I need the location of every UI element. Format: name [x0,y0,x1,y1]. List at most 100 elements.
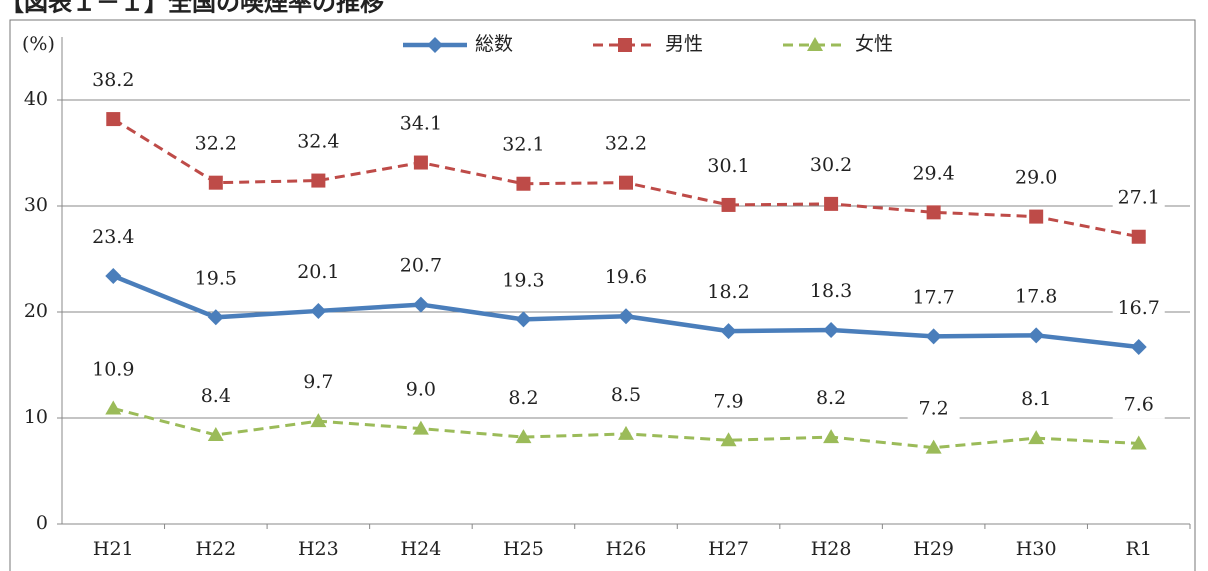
data-label-bg [1010,387,1063,414]
data-label: 29.0 [1015,167,1057,189]
data-label: 8.4 [201,385,231,407]
y-axis-label: (%) [22,33,55,55]
data-label-bg [394,111,447,138]
y-tick-label: 30 [24,194,48,216]
point [925,328,942,345]
point [618,308,634,325]
point [926,205,941,220]
data-label: 32.4 [297,131,339,153]
x-tick-label: H30 [1016,538,1057,560]
y-tick-label: 40 [24,88,48,110]
point [412,296,429,313]
data-label: 7.6 [1124,393,1154,415]
data-label: 23.4 [92,226,134,248]
data-label: 8.1 [1021,388,1051,410]
data-label-bg [292,129,345,156]
data-label: 19.5 [195,267,237,289]
point [105,267,122,284]
point [824,196,839,211]
point [105,400,122,415]
legend-marker [427,37,443,53]
x-tick-label: H27 [708,538,749,560]
data-label: 17.7 [912,286,954,308]
point [311,173,326,188]
data-label: 32.1 [502,134,544,156]
point [412,420,429,435]
y-tick-label: 20 [24,300,48,322]
data-label: 8.2 [508,387,538,409]
data-label: 7.9 [713,390,743,412]
data-label-bg [1010,284,1063,311]
data-label: 30.2 [810,154,852,176]
point [1028,327,1045,344]
data-label-bg [907,285,960,312]
x-tick-label: H26 [606,538,647,560]
data-label-bg [189,131,242,158]
data-label-bg [497,386,550,413]
point [515,429,532,444]
data-label: 27.1 [1118,187,1160,209]
point [1130,435,1147,450]
point [310,413,327,428]
data-label: 9.7 [303,371,333,393]
data-label: 8.5 [611,384,641,406]
point [619,175,633,190]
data-label-bg [702,153,755,180]
point [618,425,634,440]
point [720,432,737,447]
y-tick-label: 10 [24,406,48,428]
point [720,323,737,340]
data-label-bg [1112,392,1165,419]
data-label: 20.7 [400,255,442,277]
point [207,426,224,441]
data-label-bg [907,161,960,188]
data-label-bg [1010,165,1063,192]
legend-label: 総数 [475,33,513,55]
data-label: 32.2 [195,133,237,155]
data-label-bg [497,132,550,159]
data-label: 34.1 [400,113,442,135]
data-label-bg [805,386,858,413]
data-label: 30.1 [707,155,749,177]
point [823,429,840,444]
point [310,302,327,319]
data-label: 32.2 [605,133,647,155]
point [516,176,531,191]
data-label-bg [87,357,140,384]
data-label-bg [394,377,447,404]
data-label: 38.2 [92,69,134,91]
data-label-bg [600,131,652,158]
point [207,309,224,326]
chart-frame [9,19,1196,571]
data-label-bg [497,268,550,295]
data-label: 16.7 [1118,297,1160,319]
data-label-bg [1112,295,1165,322]
data-label-bg [805,279,858,306]
x-tick-label: H29 [913,538,954,560]
data-label-bg [292,370,345,397]
legend-label: 男性 [665,33,703,55]
data-label-bg [394,253,447,280]
data-label-bg [189,266,242,293]
x-tick-label: H22 [195,538,236,560]
data-label: 19.6 [605,266,647,288]
data-label-bg [87,68,140,95]
data-label: 8.2 [816,387,846,409]
legend-label: 女性 [855,33,893,55]
x-tick-label: H24 [401,538,442,560]
point [106,112,121,127]
point [413,155,428,170]
data-label-bg [1112,185,1165,212]
point [1028,430,1045,445]
data-label-bg [702,389,755,416]
point [1029,209,1044,224]
y-tick-label: 0 [36,512,48,534]
point [515,311,532,328]
point [1131,229,1146,244]
data-label-bg [907,396,960,423]
data-label: 20.1 [297,261,339,283]
data-label-bg [600,382,652,409]
point [823,322,840,339]
point [721,197,736,212]
data-label-bg [805,152,858,179]
